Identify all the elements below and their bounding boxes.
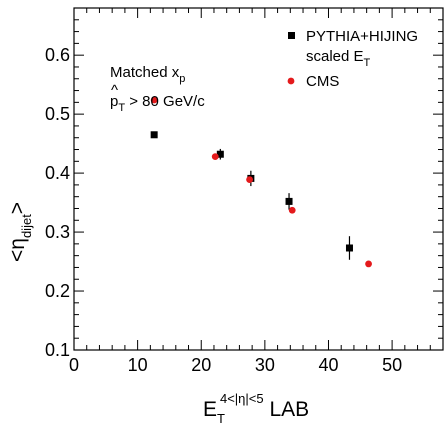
y-tick-label: 0.2 xyxy=(45,281,70,301)
data-points xyxy=(150,96,372,268)
x-tick-label: 0 xyxy=(69,355,79,375)
point-pythia xyxy=(216,150,224,158)
y-tick-label: 0.4 xyxy=(45,163,70,183)
point-pythia xyxy=(285,197,293,205)
y-tick-label: 0.5 xyxy=(45,104,70,124)
point-cms xyxy=(211,153,219,160)
y-tick-label: 0.3 xyxy=(45,222,70,242)
point-pythia xyxy=(345,244,353,252)
x-tick-label: 50 xyxy=(382,355,402,375)
annotation-matched: Matched xp xyxy=(110,64,185,85)
x-axis-title: ET4<|η|<5 LAB xyxy=(203,391,309,426)
point-cms xyxy=(150,96,158,104)
legend-marker-cms xyxy=(287,77,295,85)
legend-label-pythia-line2: scaled ET xyxy=(306,48,371,69)
x-tick-label: 20 xyxy=(191,355,211,375)
x-tick-label: 10 xyxy=(128,355,148,375)
x-tick-label: 30 xyxy=(255,355,275,375)
point-cms xyxy=(288,206,296,214)
y-axis-title: <ηdijet> xyxy=(6,202,34,262)
legend-label-cms: CMS xyxy=(306,73,339,90)
annotation-pthat: pT > 80 GeV/c xyxy=(110,93,205,114)
plot-frame xyxy=(73,7,444,351)
axis-ticks xyxy=(73,7,444,351)
legend-marker-pythia xyxy=(288,32,295,39)
annotation-pthat-hat: ^ xyxy=(111,82,118,99)
y-tick-label: 0.1 xyxy=(45,340,70,360)
y-tick-label: 0.6 xyxy=(45,45,70,65)
point-pythia xyxy=(150,131,158,139)
legend: PYTHIA+HIJING scaled ET CMS xyxy=(287,28,418,90)
axis-tick-labels: 0 10 20 30 40 50 0.1 0.2 0.3 0.4 0.5 0.6 xyxy=(45,45,402,375)
legend-label-pythia: PYTHIA+HIJING xyxy=(306,28,418,45)
point-cms xyxy=(365,260,372,268)
x-tick-label: 40 xyxy=(318,355,338,375)
point-cms xyxy=(246,176,253,183)
